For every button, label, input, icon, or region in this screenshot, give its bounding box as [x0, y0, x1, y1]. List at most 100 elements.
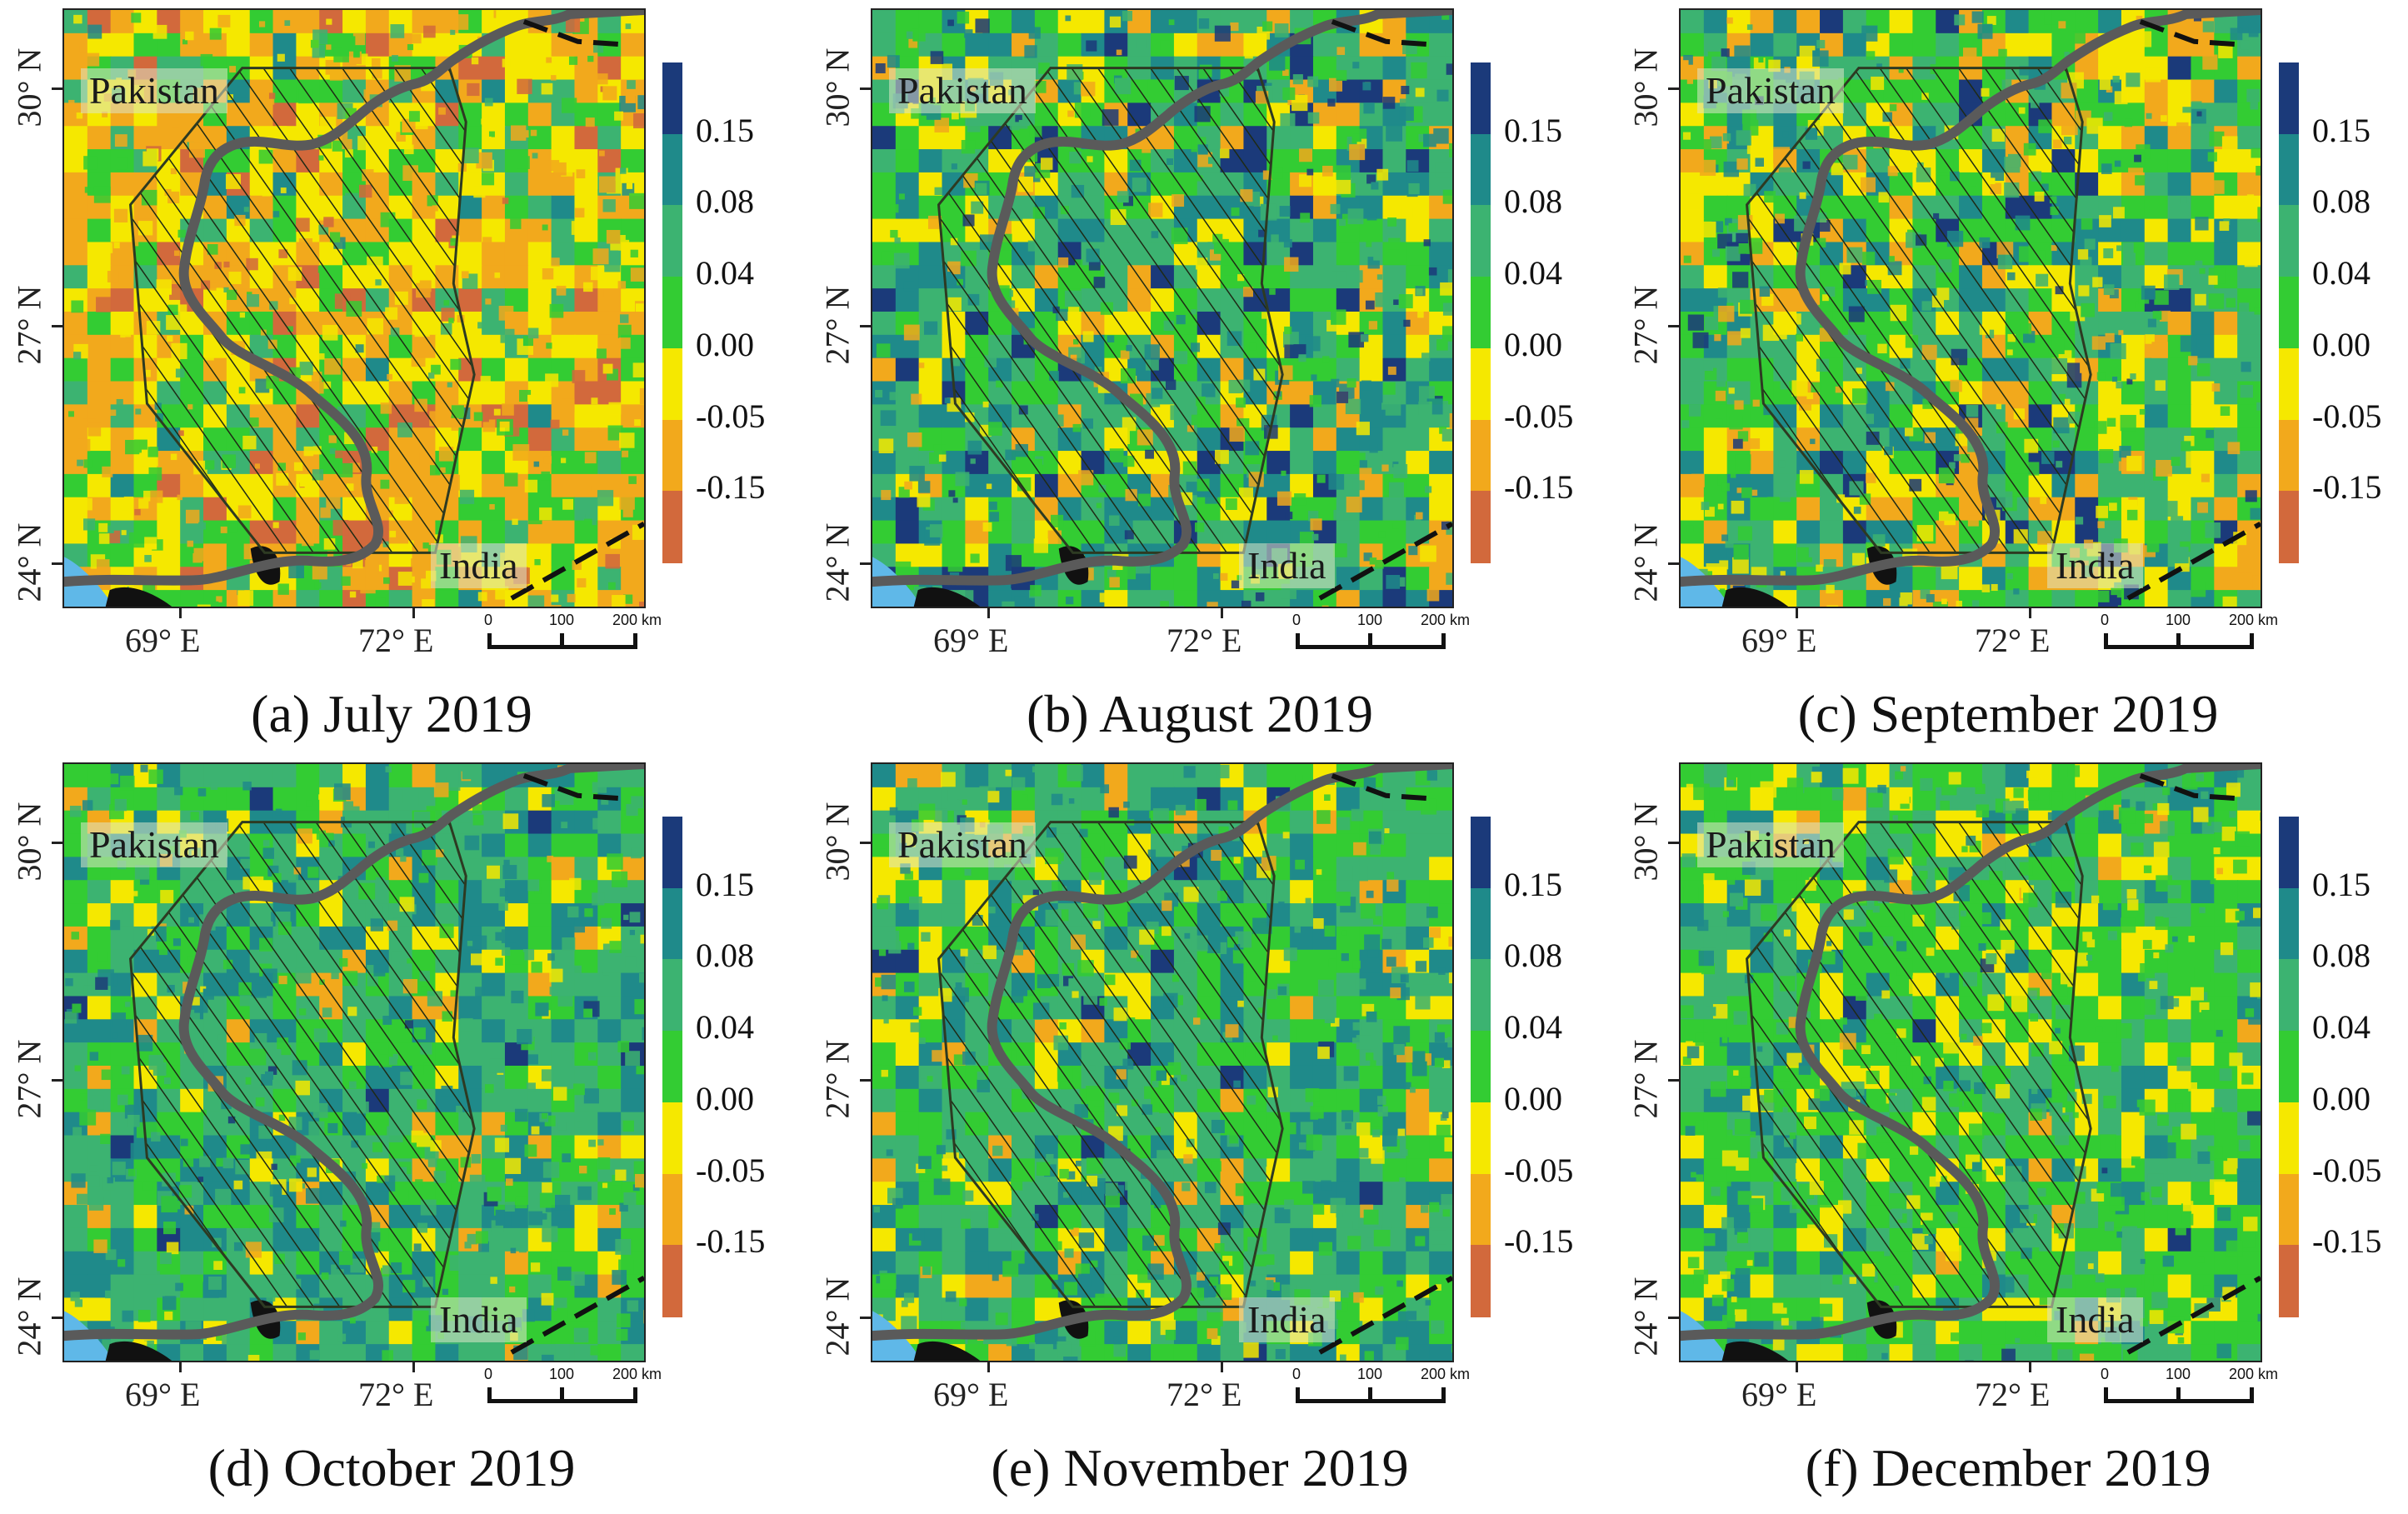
- scale-bar-tick: [1441, 633, 1446, 649]
- border-dash-top: [2139, 773, 2245, 802]
- lat-label-27n: 27° N: [808, 1025, 867, 1133]
- scale-bar-tick: [2250, 633, 2254, 649]
- panel-caption: (a) July 2019: [251, 684, 532, 743]
- colorbar-tick-label: 0.08: [1504, 937, 1562, 975]
- lat-tick: [1668, 1079, 1680, 1082]
- lat-label-27n-text: 27° N: [1626, 1039, 1665, 1119]
- lat-tick: [860, 562, 872, 565]
- colorbar-segment: [662, 62, 682, 135]
- lat-tick: [860, 842, 872, 844]
- country-label-pakistan: Pakistan: [1697, 822, 1844, 867]
- raster-map: [64, 764, 644, 1361]
- colorbar-tick-label: 0.00: [696, 325, 754, 363]
- colorbar-tick-label: -0.15: [1504, 1222, 1574, 1261]
- scale-bar-label: 200 km: [2229, 1366, 2279, 1382]
- lat-label-24n-text: 24° N: [1626, 522, 1665, 602]
- colorbar-segment: [1471, 1031, 1491, 1103]
- colorbar-segment: [662, 1173, 682, 1247]
- lon-tick: [1221, 607, 1223, 618]
- map-area: Pakistan India: [871, 8, 1454, 608]
- panel-caption: (e) November 2019: [991, 1438, 1409, 1497]
- lat-tick: [860, 1079, 872, 1082]
- colorbar-segment: [662, 887, 682, 961]
- lat-label-30n-text: 30° N: [818, 802, 857, 882]
- scale-bar-label: 200 km: [612, 1366, 662, 1382]
- colorbar-tick-label: 0.08: [696, 937, 754, 975]
- colorbar-segment: [2279, 491, 2299, 563]
- colorbar-segment: [662, 419, 682, 492]
- colorbar-tick-label: 0.04: [696, 254, 754, 292]
- lat-tick: [1668, 1317, 1680, 1319]
- scale-bar-label: 200 km: [2229, 612, 2279, 628]
- country-label-pakistan: Pakistan: [889, 68, 1036, 113]
- scale-bar-label: 0: [2101, 1366, 2110, 1382]
- lat-tick: [52, 1317, 63, 1319]
- colorbar-tick-label: 0.04: [696, 1008, 754, 1047]
- lon-tick: [2029, 1361, 2031, 1372]
- colorbar-tick-label: 0.04: [1504, 1008, 1562, 1047]
- border-river-line: [872, 10, 1452, 587]
- colorbar-segment: [1471, 62, 1491, 135]
- colorbar: [662, 62, 682, 563]
- colorbar-tick-label: 0.15: [1504, 111, 1562, 149]
- lat-label-24n: 24° N: [808, 1262, 867, 1371]
- country-label-india: India: [1239, 543, 1335, 588]
- panel-caption: (b) August 2019: [1027, 684, 1373, 743]
- border-dash-bottom: [510, 1275, 644, 1355]
- lat-tick: [1668, 562, 1680, 565]
- scale-bar-label: 0: [484, 1366, 493, 1382]
- colorbar-segment: [1471, 959, 1491, 1032]
- colorbar-tick-label: -0.05: [2312, 397, 2382, 435]
- colorbar-segment: [1471, 1102, 1491, 1175]
- lat-label-27n-text: 27° N: [10, 1039, 48, 1119]
- lon-tick: [2029, 607, 2031, 618]
- scale-bar: 0 100 200 km: [2096, 608, 2278, 658]
- scale-bar-label: 200 km: [1421, 612, 1471, 628]
- map-area: Pakistan India: [1679, 8, 2262, 608]
- lat-label-27n-text: 27° N: [818, 285, 857, 365]
- colorbar: [2279, 817, 2299, 1317]
- scale-bar-label: 100: [1357, 612, 1383, 628]
- lon-label-72e: 72° E: [1975, 1376, 2051, 1413]
- scale-bar-tick: [560, 633, 564, 649]
- colorbar-segment: [662, 205, 682, 278]
- border-dash-top: [522, 19, 628, 47]
- lat-tick: [1668, 842, 1680, 844]
- colorbar-segment: [1471, 1245, 1491, 1317]
- lat-tick: [1668, 325, 1680, 327]
- colorbar-segment: [2279, 62, 2299, 135]
- scale-bar-tick: [1296, 633, 1300, 649]
- colorbar-segment: [1471, 419, 1491, 492]
- lat-label-27n: 27° N: [0, 1025, 58, 1133]
- scale-bar-tick: [633, 633, 637, 649]
- colorbar-tick-label: 0.00: [2312, 1079, 2371, 1117]
- colorbar-segment: [662, 959, 682, 1032]
- colorbar-segment: [2279, 205, 2299, 278]
- colorbar-tick-label: 0.08: [696, 182, 754, 221]
- colorbar-segment: [662, 347, 682, 421]
- lat-tick: [52, 562, 63, 565]
- colorbar-tick-label: -0.05: [1504, 1151, 1574, 1189]
- panel-caption: (f) December 2019: [1805, 1438, 2211, 1497]
- colorbar-tick-label: -0.05: [1504, 397, 1574, 435]
- border-river-line: [1681, 764, 2261, 1342]
- lat-label-30n: 30° N: [808, 33, 867, 142]
- colorbar-segment: [2279, 1102, 2299, 1175]
- border-dash-top: [522, 773, 628, 802]
- colorbar-tick-label: 0.00: [2312, 325, 2371, 363]
- scale-bar: 0 100 200 km: [479, 608, 662, 658]
- scale-bar-tick: [2104, 633, 2108, 649]
- lat-label-27n: 27° N: [1616, 1025, 1675, 1133]
- colorbar-segment: [2279, 959, 2299, 1032]
- lat-label-24n-text: 24° N: [818, 522, 857, 602]
- lat-label-24n-text: 24° N: [818, 1277, 857, 1357]
- colorbar-segment: [1471, 277, 1491, 349]
- lat-tick: [52, 325, 63, 327]
- scale-bar-label: 100: [549, 612, 575, 628]
- colorbar: [2279, 62, 2299, 563]
- lat-tick: [1668, 87, 1680, 90]
- map-area: Pakistan India: [62, 8, 646, 608]
- colorbar-tick-label: -0.15: [2312, 468, 2382, 507]
- lon-tick: [987, 607, 990, 618]
